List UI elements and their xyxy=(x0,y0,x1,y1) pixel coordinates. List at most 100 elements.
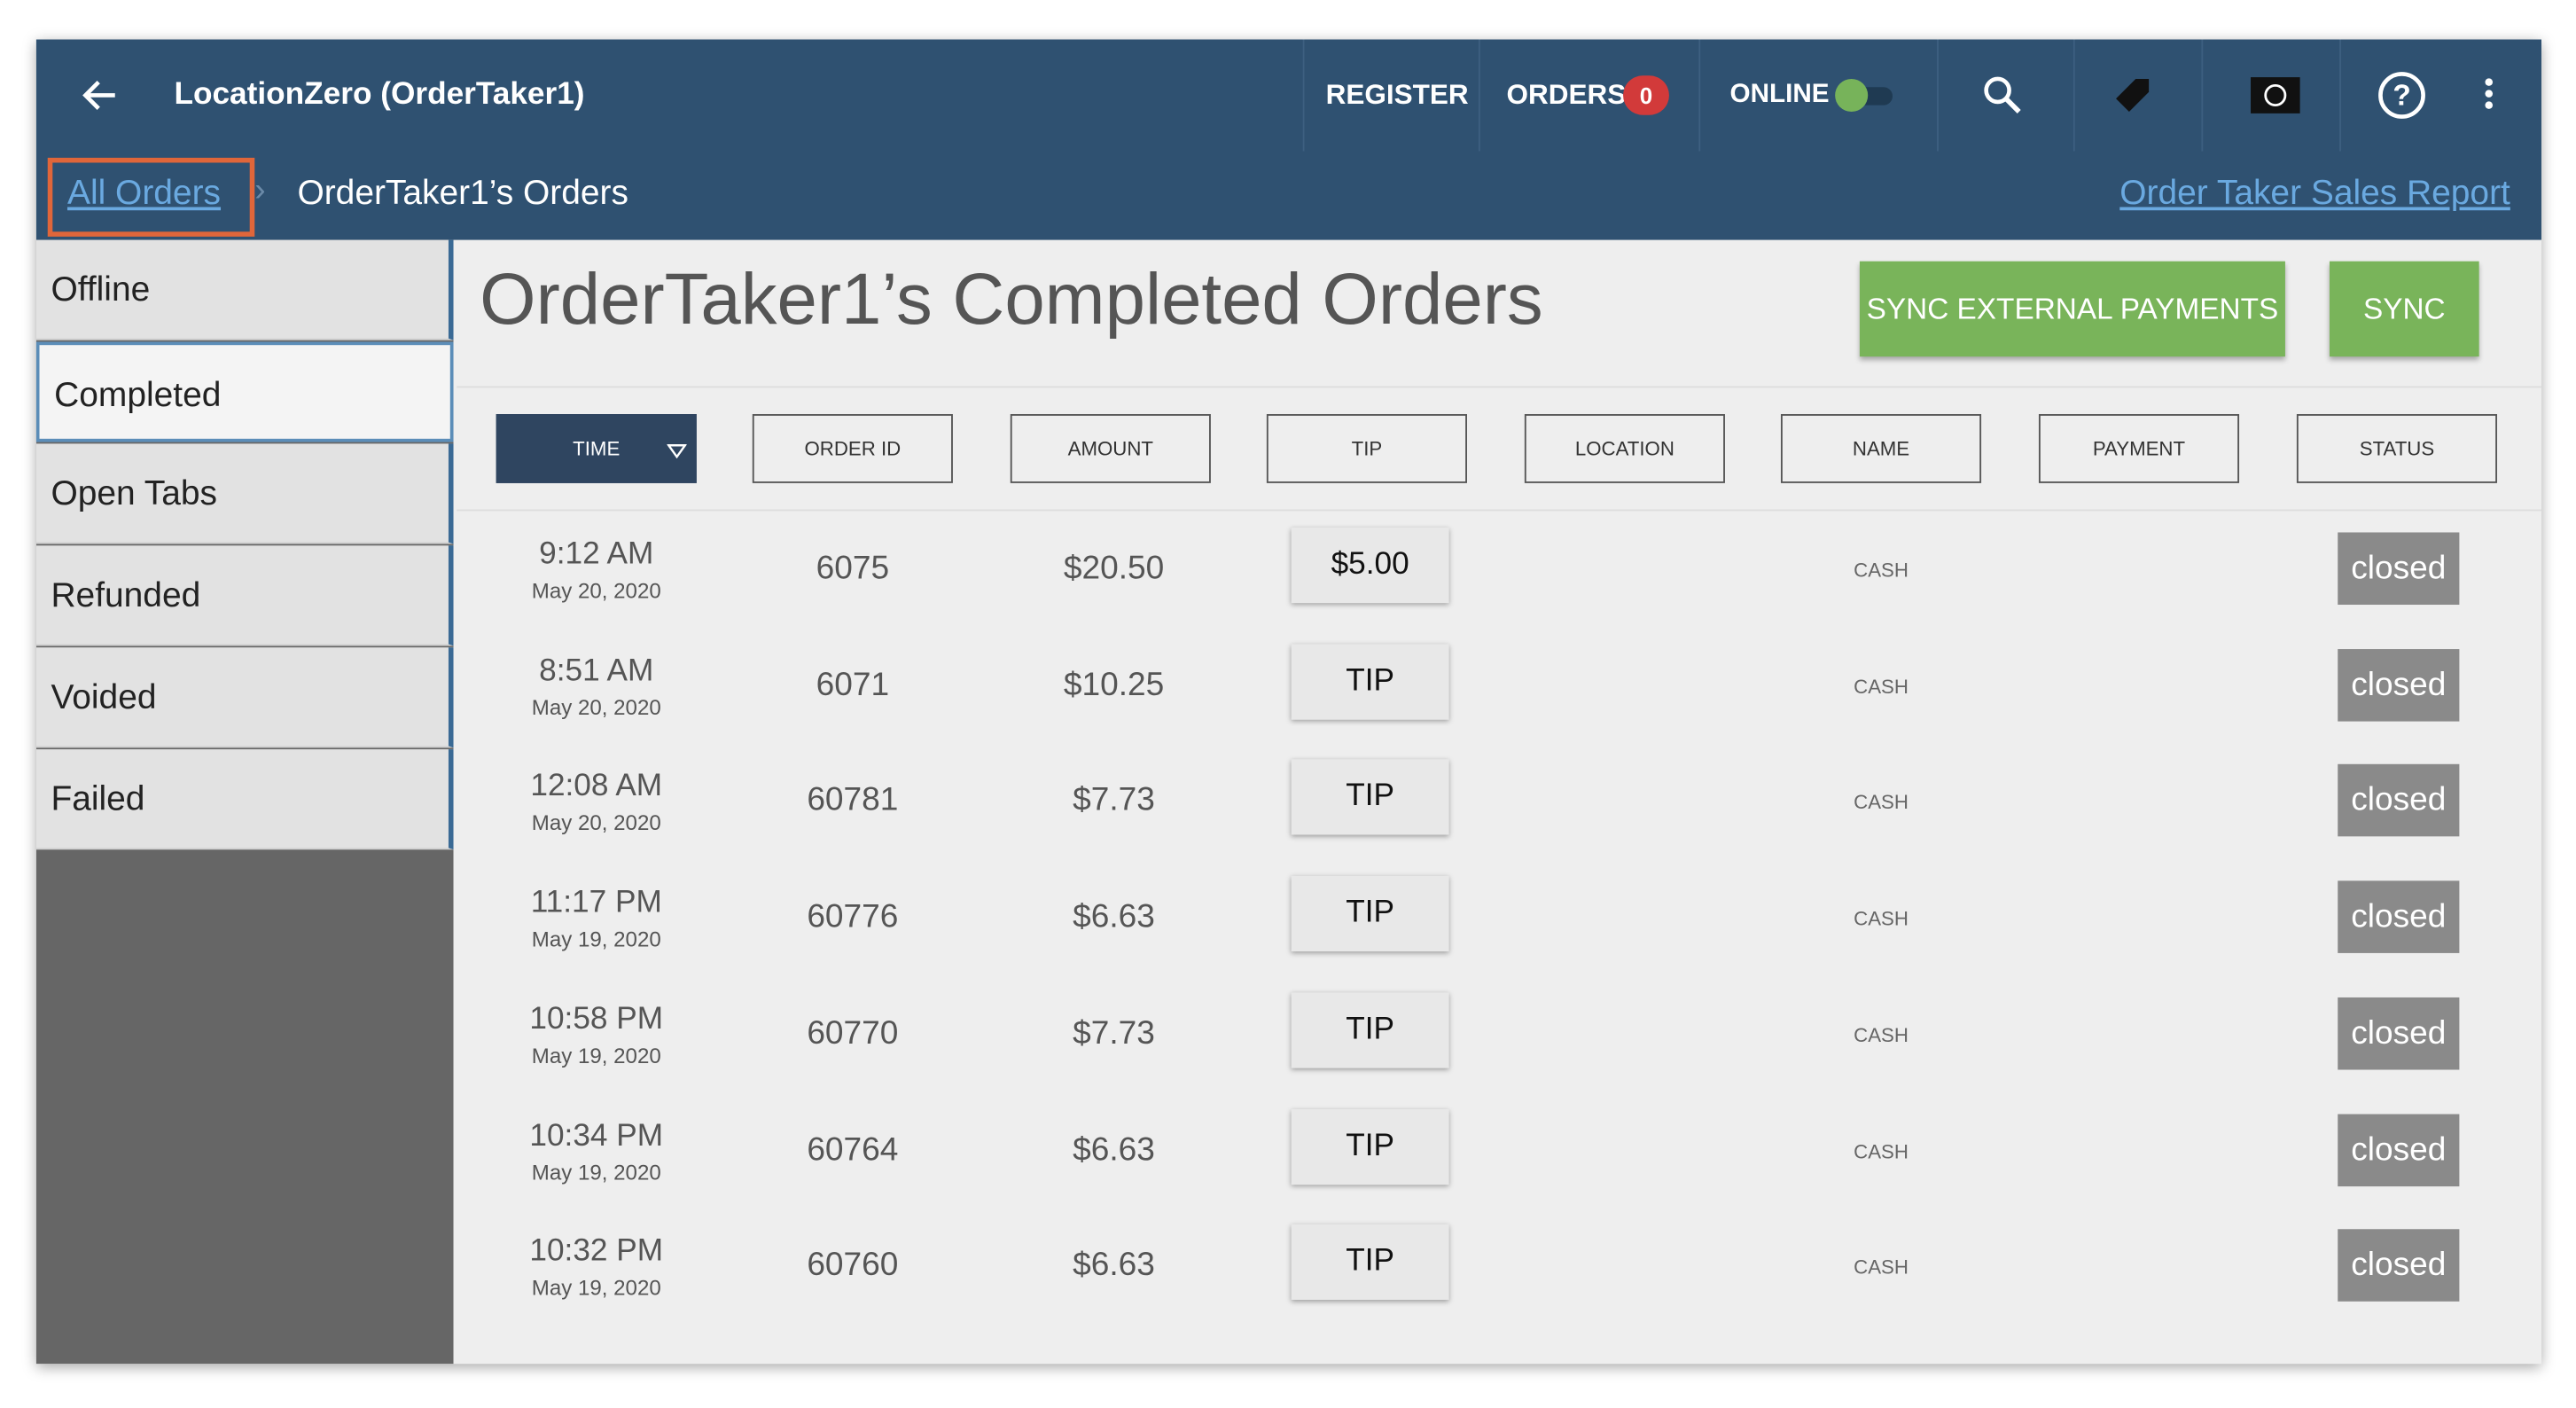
order-amount: $10.25 xyxy=(1063,666,1165,703)
order-id: 60770 xyxy=(807,1014,899,1052)
order-date: May 19, 2020 xyxy=(531,927,661,952)
register-tab[interactable]: REGISTER xyxy=(1325,78,1469,111)
all-orders-link[interactable]: All Orders xyxy=(66,174,222,213)
status-badge: closed xyxy=(2338,880,2460,954)
sidebar-item[interactable]: Refunded xyxy=(35,545,454,646)
page-title: OrderTaker1’s Completed Orders xyxy=(480,259,1543,340)
order-id: 60781 xyxy=(807,782,899,819)
payment-type: CASH xyxy=(1854,559,1909,583)
highlight-box xyxy=(47,157,255,237)
order-id: 6075 xyxy=(816,550,890,587)
order-amount: $6.63 xyxy=(1073,1130,1155,1168)
payment-type: CASH xyxy=(1854,675,1909,699)
sidebar-item[interactable]: Open Tabs xyxy=(35,443,454,544)
order-date: May 19, 2020 xyxy=(531,1275,661,1301)
back-button[interactable] xyxy=(82,75,119,114)
sidebar-item[interactable]: Completed xyxy=(35,341,454,442)
column-header[interactable]: TIP xyxy=(1266,414,1467,483)
order-time: 12:08 AM xyxy=(530,770,663,804)
tip-button[interactable]: TIP xyxy=(1291,875,1449,952)
drawer-icon[interactable] xyxy=(2247,73,2303,119)
order-amount: $7.73 xyxy=(1073,1014,1155,1052)
column-header[interactable]: STATUS xyxy=(2296,414,2498,483)
order-date: May 20, 2020 xyxy=(531,810,661,836)
payment-type: CASH xyxy=(1854,791,1909,815)
order-amount: $6.63 xyxy=(1073,898,1155,935)
breadcrumb-current: OrderTaker1’s Orders xyxy=(297,174,628,213)
divider xyxy=(457,509,2542,512)
tag-icon[interactable] xyxy=(2110,73,2156,119)
order-amount: $6.63 xyxy=(1073,1248,1155,1284)
order-amount: $7.73 xyxy=(1073,782,1155,819)
order-date: May 19, 2020 xyxy=(531,1159,661,1185)
order-time: 10:32 PM xyxy=(529,1234,664,1270)
order-id: 60764 xyxy=(807,1130,899,1168)
sidebar-item[interactable]: Voided xyxy=(35,647,454,748)
sync-button[interactable]: SYNC xyxy=(2329,261,2479,357)
sidebar-item[interactable]: Offline xyxy=(35,239,454,340)
order-date: May 20, 2020 xyxy=(531,578,661,604)
status-badge: closed xyxy=(2338,648,2460,722)
order-time: 8:51 AM xyxy=(539,653,654,688)
sales-report-link[interactable]: Order Taker Sales Report xyxy=(2119,174,2510,213)
breadcrumb-chevron: › xyxy=(254,172,266,209)
payment-type: CASH xyxy=(1854,1023,1909,1047)
sync-external-button[interactable]: SYNC EXTERNAL PAYMENTS xyxy=(1859,261,2285,357)
separator xyxy=(2073,39,2075,152)
orders-table: TIME ORDER ID AMOUNT TIP LOCATION NAME PAYMENT… xyxy=(36,39,2541,1364)
orders-tab[interactable]: ORDERS xyxy=(1506,78,1627,111)
app-window: LocationZero (OrderTaker1) REGISTER ORDE… xyxy=(35,39,2542,1365)
separator xyxy=(1478,39,1480,152)
app-title: LocationZero (OrderTaker1) xyxy=(174,77,585,113)
tip-button[interactable]: TIP xyxy=(1291,759,1449,836)
payment-type: CASH xyxy=(1854,907,1909,931)
separator xyxy=(2201,39,2204,152)
status-badge: closed xyxy=(2338,1113,2460,1186)
order-id: 6071 xyxy=(816,666,890,703)
status-badge: closed xyxy=(2338,532,2460,606)
search-icon[interactable] xyxy=(1983,75,2022,114)
online-label: ONLINE xyxy=(1729,80,1830,109)
online-toggle[interactable] xyxy=(1831,75,1900,114)
tip-button[interactable]: TIP xyxy=(1291,643,1449,720)
order-date: May 20, 2020 xyxy=(531,694,661,720)
order-id: 60776 xyxy=(807,898,899,935)
separator xyxy=(2339,39,2341,152)
order-amount: $20.50 xyxy=(1063,550,1165,587)
sort-icon xyxy=(667,444,687,459)
tip-button[interactable]: TIP xyxy=(1291,1108,1449,1185)
order-time: 9:12 AM xyxy=(539,537,654,572)
tip-button[interactable]: TIP xyxy=(1291,992,1449,1068)
order-time: 11:17 PM xyxy=(530,886,662,921)
order-time: 10:58 PM xyxy=(529,1002,664,1037)
divider xyxy=(457,386,2542,388)
order-id: 60760 xyxy=(807,1248,899,1284)
column-header[interactable]: PAYMENT xyxy=(2038,414,2240,483)
order-date: May 19, 2020 xyxy=(531,1043,661,1068)
breadcrumb-bar: All Orders › OrderTaker1’s Orders Order … xyxy=(35,151,2542,240)
status-badge: closed xyxy=(2338,997,2460,1070)
sidebar-item[interactable]: Failed xyxy=(35,749,454,850)
more-menu[interactable] xyxy=(2480,75,2497,114)
sidebar: Offline Completed Open Tabs Refunded Voided F… xyxy=(35,239,454,1365)
status-badge: closed xyxy=(2338,1229,2460,1302)
tip-button[interactable]: $5.00 xyxy=(1291,527,1449,604)
order-time: 10:34 PM xyxy=(529,1118,664,1154)
orders-badge: 0 xyxy=(1623,75,1669,115)
status-badge: closed xyxy=(2338,764,2460,838)
column-header[interactable]: NAME xyxy=(1780,414,1982,483)
column-header[interactable]: TIME xyxy=(496,414,697,483)
help-icon[interactable]: ? xyxy=(2376,69,2428,121)
column-header[interactable]: AMOUNT xyxy=(1010,414,1211,483)
top-bar: LocationZero (OrderTaker1) REGISTER ORDE… xyxy=(35,39,2542,152)
separator xyxy=(1302,39,1305,152)
svg-text:?: ? xyxy=(2393,80,2410,113)
payment-type: CASH xyxy=(1854,1139,1909,1163)
payment-type: CASH xyxy=(1854,1255,1909,1279)
column-header[interactable]: LOCATION xyxy=(1524,414,1725,483)
separator xyxy=(1698,39,1701,152)
tip-button[interactable]: TIP xyxy=(1291,1224,1449,1301)
column-header[interactable]: ORDER ID xyxy=(752,414,953,483)
separator xyxy=(1937,39,1939,152)
